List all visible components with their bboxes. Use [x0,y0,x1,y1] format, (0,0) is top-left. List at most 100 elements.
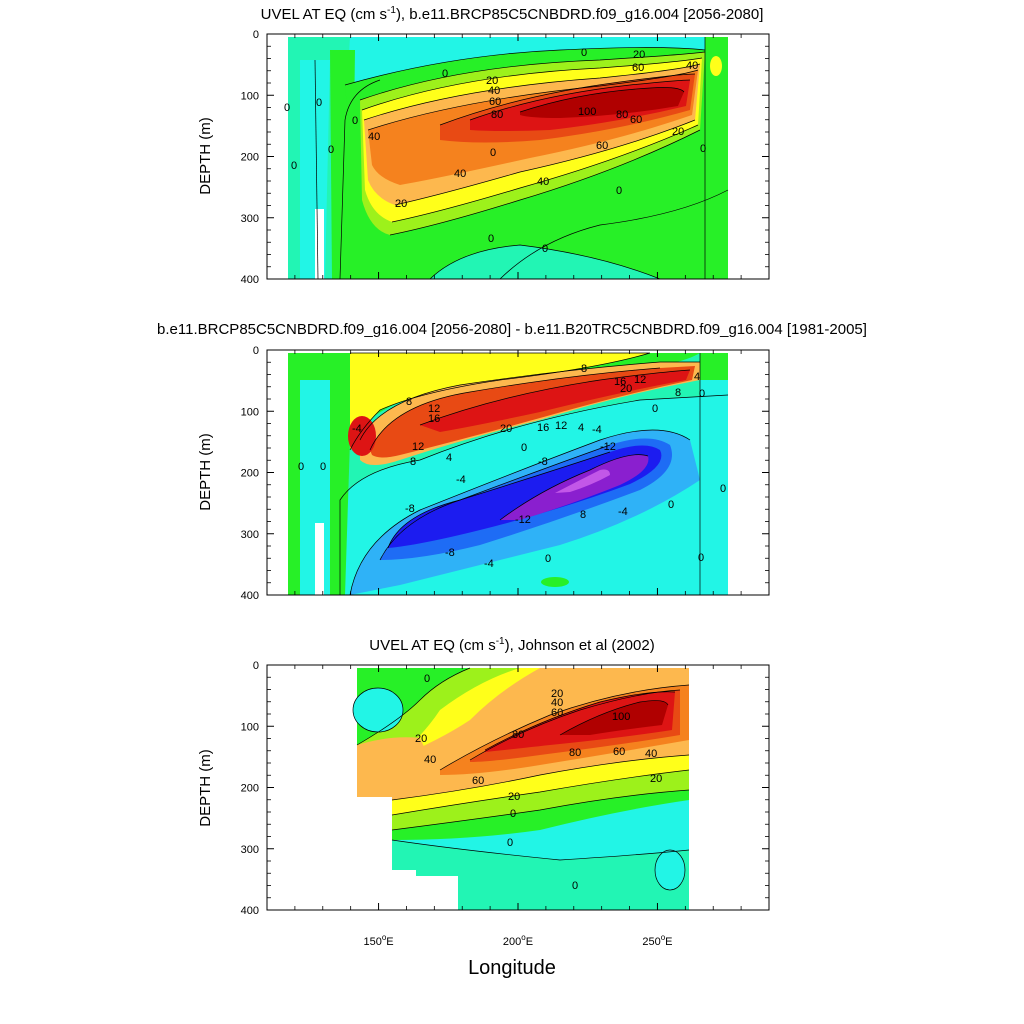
contour-label: 0 [442,68,448,80]
contour-label: 0 [616,185,622,197]
contour-label: 60 [632,62,644,74]
contour-label: 40 [686,60,698,72]
contour-label: -4 [352,423,362,435]
contour-label: 20 [551,688,563,700]
contour-label: 80 [616,109,628,121]
contour-label: 60 [472,775,484,787]
panel-2-y-label: DEPTH (m) [197,433,214,511]
panel-3-y-label: DEPTH (m) [197,749,214,827]
contour-label: 12 [412,441,424,453]
contour-label: -4 [456,474,466,486]
contour-label: 0 [284,102,290,114]
contour-label: 0 [700,143,706,155]
y-tick-label: 400 [241,590,259,602]
contour-label: -12 [600,441,616,453]
contour-label: -4 [618,506,628,518]
y-tick-label: 400 [241,905,259,917]
contour-label: 0 [652,403,658,415]
x-axis-label: Longitude [468,957,556,979]
panel-3-title: UVEL AT EQ (cm s-1), Johnson et al (2002… [369,636,654,654]
y-tick-label: 200 [241,783,259,795]
contour-label: 60 [630,114,642,126]
contour-label: 0 [581,47,587,59]
panel-3-contour-labels: 0 20 40 60 100 80 80 60 20 40 60 40 20 2… [415,673,662,892]
y-tick-label: 100 [241,90,259,102]
contour-label: 0 [545,553,551,565]
contour-label: 0 [328,144,334,156]
x-tick-label: 200oE [503,933,533,948]
contour-label: 60 [551,707,563,719]
y-tick-label: 0 [253,29,259,41]
contour-label: 60 [596,140,608,152]
y-tick-label: 300 [241,213,259,225]
contour-label: -4 [484,558,494,570]
contour-label: 80 [569,747,581,759]
contour-label: 40 [454,168,466,180]
contour-label: 20 [620,383,632,395]
y-tick-label: 0 [253,345,259,357]
contour-label: 16 [428,413,440,425]
panel-2-field [267,350,769,595]
contour-label: 0 [320,461,326,473]
panel-1-contour-labels: 0 20 60 40 0 20 40 60 80 100 80 60 20 0 … [284,47,706,255]
contour-label: 0 [424,673,430,685]
y-tick-label: 400 [241,274,259,286]
contour-label: 4 [446,452,452,464]
contour-label: 0 [720,483,726,495]
contour-label: 8 [581,363,587,375]
contour-label: 4 [694,371,700,383]
y-tick-label: 0 [253,660,259,672]
panel-3-field [267,665,769,910]
contour-label: 60 [613,746,625,758]
x-tick-label: 150oE [363,933,393,948]
contour-label: 40 [551,697,563,709]
contour-label: -8 [538,456,548,468]
contour-label: 20 [415,733,427,745]
contour-label: 20 [672,126,684,138]
contour-label: 0 [298,461,304,473]
y-tick-label: 100 [241,721,259,733]
contour-label: 0 [488,233,494,245]
y-tick-label: 100 [241,406,259,418]
contour-label: 8 [675,387,681,399]
contour-label: 16 [537,422,549,434]
contour-label: 20 [395,198,407,210]
contour-label: 20 [508,791,520,803]
contour-label: 0 [698,552,704,564]
panel-2: b.e11.BRCP85C5CNBDRD.f09_g16.004 [2056-2… [157,321,867,602]
contour-label: 0 [490,147,496,159]
contour-label: 20 [633,49,645,61]
contour-label: 0 [510,808,516,820]
contour-label: -12 [515,514,531,526]
contour-label: 0 [291,160,297,172]
contour-label: 60 [489,96,501,108]
contour-label: 0 [699,388,705,400]
contour-label: 40 [645,748,657,760]
contour-label: -4 [592,424,602,436]
panel-2-title: b.e11.BRCP85C5CNBDRD.f09_g16.004 [2056-2… [157,321,867,338]
x-tick-label: 250oE [642,933,672,948]
contour-label: 8 [406,396,412,408]
contour-label: -8 [405,503,415,515]
contour-label: 0 [572,880,578,892]
contour-label: 100 [578,106,596,118]
contour-label: 40 [368,131,380,143]
contour-label: 40 [537,176,549,188]
y-tick-label: 300 [241,844,259,856]
contour-label: 0 [521,442,527,454]
panel-1-title: UVEL AT EQ (cm s-1), b.e11.BRCP85C5CNBDR… [261,5,764,23]
panel-1-field [267,34,769,279]
contour-label: 0 [668,499,674,511]
panel-2-contour-labels: 8 16 12 20 4 8 8 12 16 -4 12 8 20 16 12 … [298,363,726,570]
contour-label: 20 [500,423,512,435]
contour-label: 12 [634,374,646,386]
contour-label: 0 [316,97,322,109]
contour-label: 0 [542,243,548,255]
